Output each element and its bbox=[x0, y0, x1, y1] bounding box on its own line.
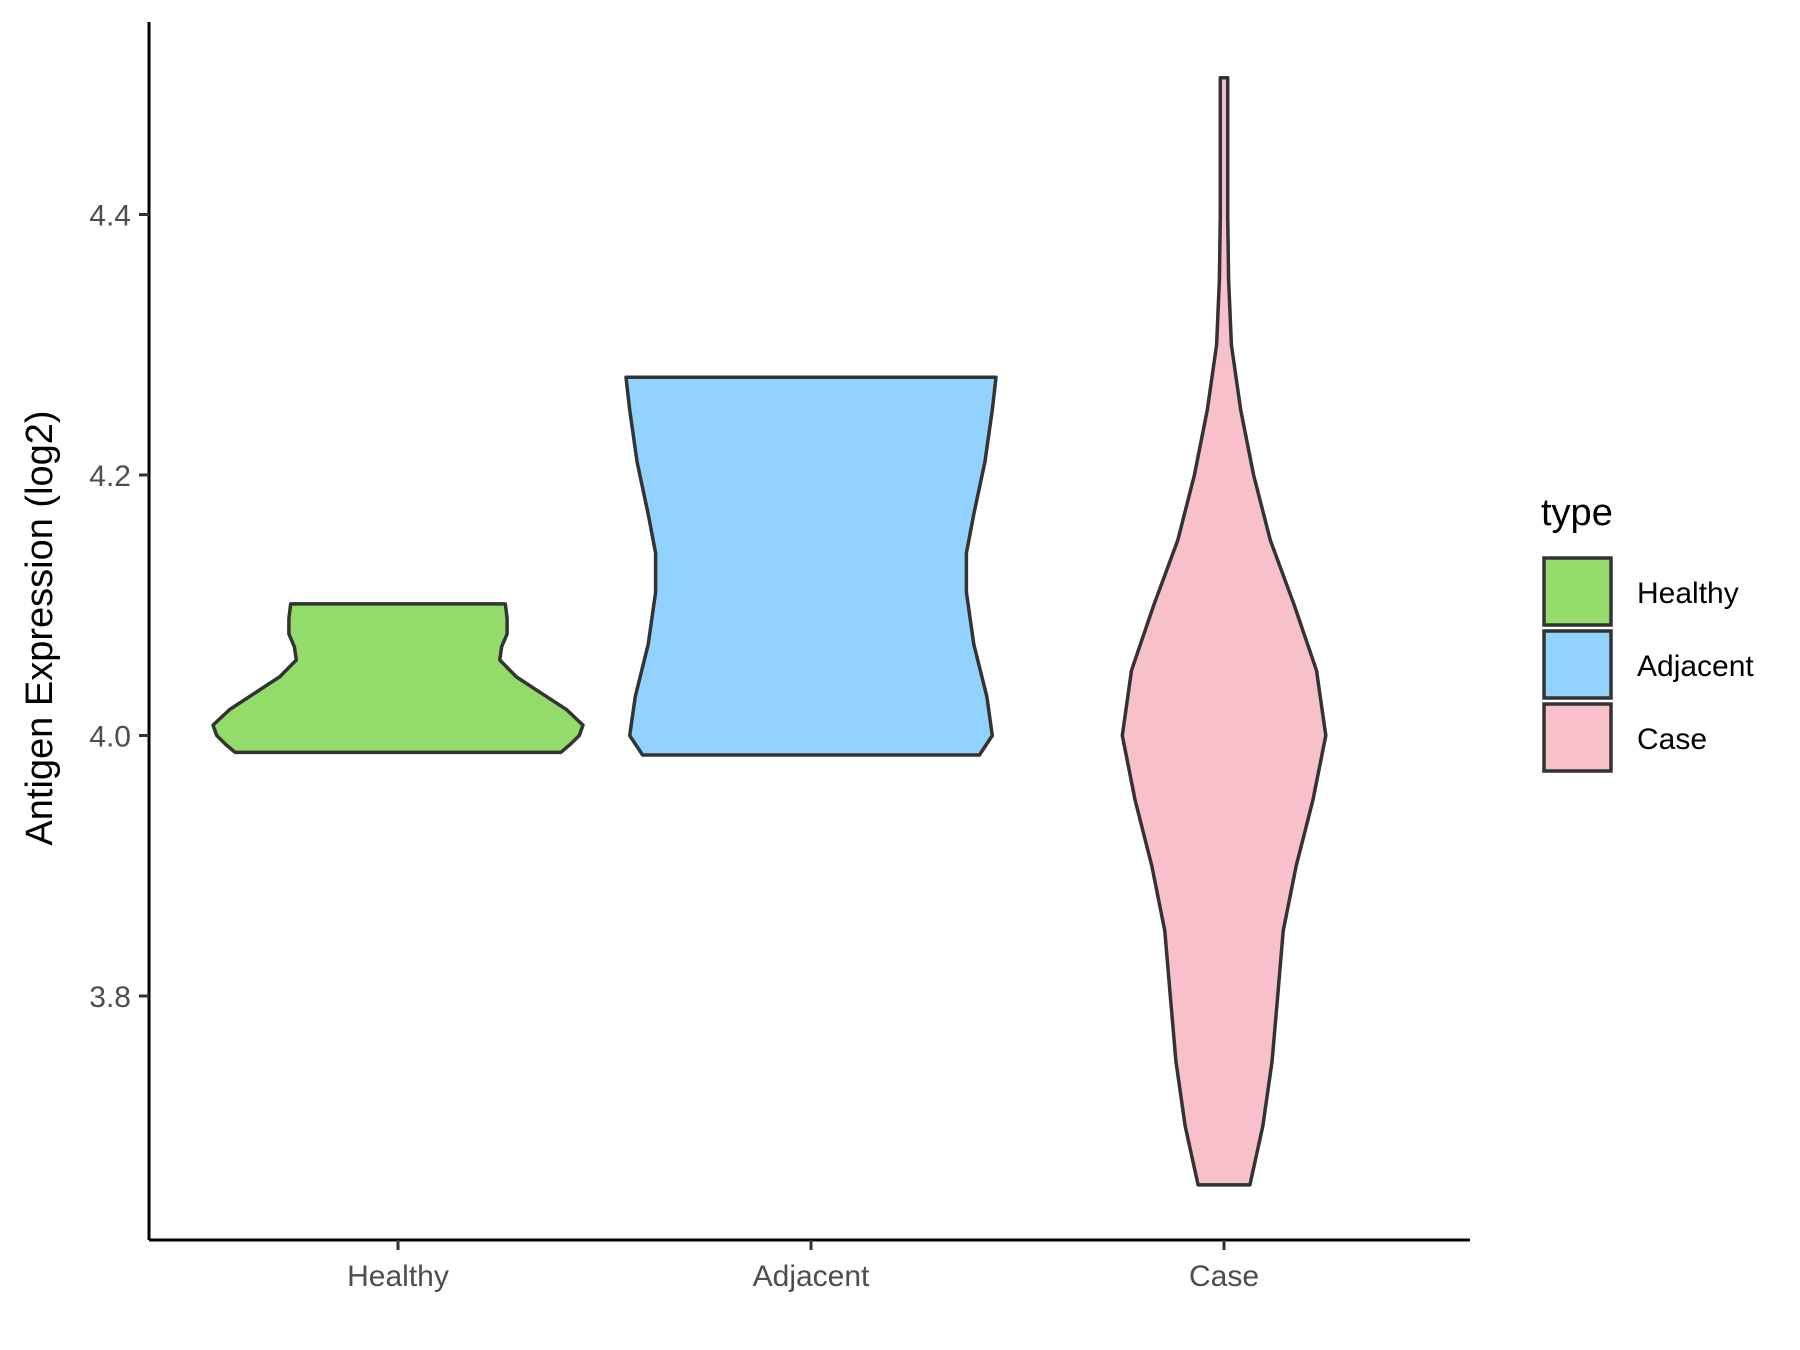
x-tick-label: Adjacent bbox=[753, 1260, 870, 1293]
violin-adjacent bbox=[624, 375, 998, 757]
legend-key-case bbox=[1542, 702, 1613, 773]
x-axis: Healthy Adjacent Case bbox=[149, 1238, 1470, 1293]
y-tick-label: 4.4 bbox=[89, 200, 131, 233]
legend-key-adjacent bbox=[1542, 629, 1613, 700]
violins-layer bbox=[211, 75, 1328, 1187]
violin-healthy bbox=[211, 602, 585, 755]
legend-label: Adjacent bbox=[1637, 650, 1754, 683]
y-tick-label: 3.8 bbox=[89, 981, 131, 1014]
y-axis-title: Antigen Expression (log2) bbox=[19, 410, 61, 845]
legend: type Healthy Adjacent Case bbox=[1541, 492, 1754, 773]
x-tick-label: Case bbox=[1189, 1260, 1259, 1293]
legend-label: Healthy bbox=[1637, 577, 1739, 610]
y-tick-label: 4.2 bbox=[89, 460, 131, 493]
y-axis: 3.8 4.0 4.2 4.4 bbox=[89, 22, 151, 1240]
x-tick-label: Healthy bbox=[347, 1260, 449, 1293]
legend-label: Case bbox=[1637, 723, 1707, 756]
y-tick-label: 4.0 bbox=[89, 721, 131, 754]
violin-case bbox=[1120, 75, 1328, 1187]
legend-key-healthy bbox=[1542, 556, 1613, 627]
legend-title: type bbox=[1541, 492, 1613, 534]
